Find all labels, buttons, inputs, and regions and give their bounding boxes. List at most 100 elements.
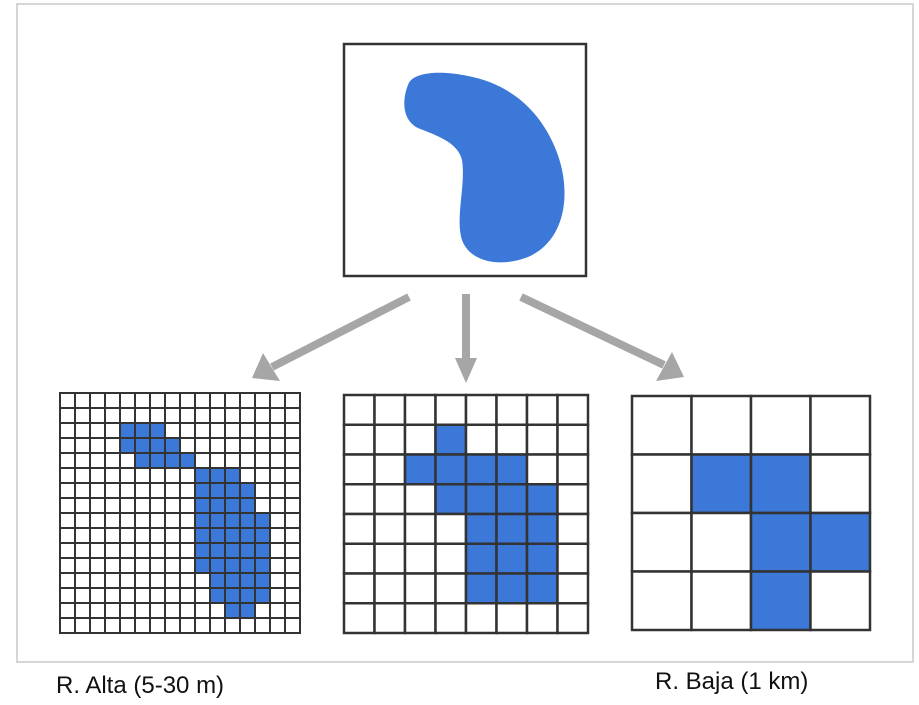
water-cell [119, 437, 136, 454]
empty-cell [134, 407, 151, 424]
empty-cell [284, 482, 301, 499]
water-cell [149, 437, 166, 454]
empty-cell [269, 557, 286, 574]
empty-cell [104, 617, 121, 634]
water-cell [224, 602, 241, 619]
empty-cell [119, 527, 136, 544]
water-cell [239, 572, 256, 589]
water-cell [809, 511, 872, 573]
empty-cell [59, 437, 76, 454]
water-cell [164, 437, 181, 454]
empty-cell [269, 602, 286, 619]
empty-cell [164, 557, 181, 574]
empty-cell [525, 393, 559, 426]
empty-cell [149, 587, 166, 604]
empty-cell [104, 452, 121, 469]
empty-cell [373, 423, 407, 456]
empty-cell [269, 542, 286, 559]
empty-cell [254, 602, 271, 619]
water-cell [224, 557, 241, 574]
empty-cell [89, 497, 106, 514]
empty-cell [59, 407, 76, 424]
water-cell [194, 557, 211, 574]
empty-cell [194, 602, 211, 619]
empty-cell [224, 617, 241, 634]
water-cell [224, 497, 241, 514]
water-cell [209, 482, 226, 499]
empty-cell [239, 407, 256, 424]
empty-cell [179, 497, 196, 514]
empty-cell [179, 467, 196, 484]
empty-cell [119, 482, 136, 499]
outer-frame [16, 3, 914, 663]
empty-cell [179, 542, 196, 559]
empty-cell [690, 511, 753, 573]
empty-cell [373, 512, 407, 545]
empty-cell [119, 572, 136, 589]
empty-cell [89, 527, 106, 544]
empty-cell [809, 570, 872, 632]
arrow-right-shaft [519, 293, 666, 369]
empty-cell [464, 602, 498, 635]
water-cell [239, 512, 256, 529]
empty-cell [179, 407, 196, 424]
empty-cell [254, 392, 271, 409]
empty-cell [224, 392, 241, 409]
empty-cell [59, 587, 76, 604]
water-cell [209, 587, 226, 604]
water-cell [464, 542, 498, 575]
water-cell [194, 542, 211, 559]
empty-cell [342, 483, 376, 516]
empty-cell [194, 437, 211, 454]
empty-cell [179, 587, 196, 604]
empty-cell [556, 483, 590, 516]
water-cell [403, 453, 437, 486]
water-cell [254, 527, 271, 544]
empty-cell [74, 497, 91, 514]
empty-cell [134, 512, 151, 529]
water-cell [254, 557, 271, 574]
empty-cell [149, 527, 166, 544]
empty-cell [342, 512, 376, 545]
water-cell [239, 527, 256, 544]
empty-cell [556, 512, 590, 545]
empty-cell [149, 542, 166, 559]
arrow-left-shaft [270, 293, 411, 371]
empty-cell [209, 452, 226, 469]
empty-cell [403, 423, 437, 456]
empty-cell [269, 512, 286, 529]
empty-cell [134, 527, 151, 544]
empty-cell [89, 557, 106, 574]
empty-cell [239, 452, 256, 469]
empty-cell [209, 422, 226, 439]
empty-cell [209, 617, 226, 634]
empty-cell [373, 483, 407, 516]
empty-cell [89, 587, 106, 604]
water-cell [239, 482, 256, 499]
empty-cell [403, 512, 437, 545]
empty-cell [89, 392, 106, 409]
empty-cell [254, 422, 271, 439]
empty-cell [104, 392, 121, 409]
water-cell [209, 557, 226, 574]
water-cell [209, 542, 226, 559]
arrow-middle-head [455, 358, 477, 383]
water-cell [149, 422, 166, 439]
empty-cell [149, 407, 166, 424]
label-high-resolution: R. Alta (5-30 m) [56, 672, 225, 699]
empty-cell [209, 602, 226, 619]
empty-cell [149, 617, 166, 634]
empty-cell [89, 452, 106, 469]
empty-cell [74, 557, 91, 574]
empty-cell [74, 437, 91, 454]
empty-cell [239, 422, 256, 439]
empty-cell [104, 467, 121, 484]
empty-cell [149, 512, 166, 529]
empty-cell [194, 587, 211, 604]
empty-cell [284, 497, 301, 514]
empty-cell [403, 572, 437, 605]
empty-cell [224, 422, 241, 439]
empty-cell [269, 407, 286, 424]
water-cell [254, 572, 271, 589]
empty-cell [194, 422, 211, 439]
